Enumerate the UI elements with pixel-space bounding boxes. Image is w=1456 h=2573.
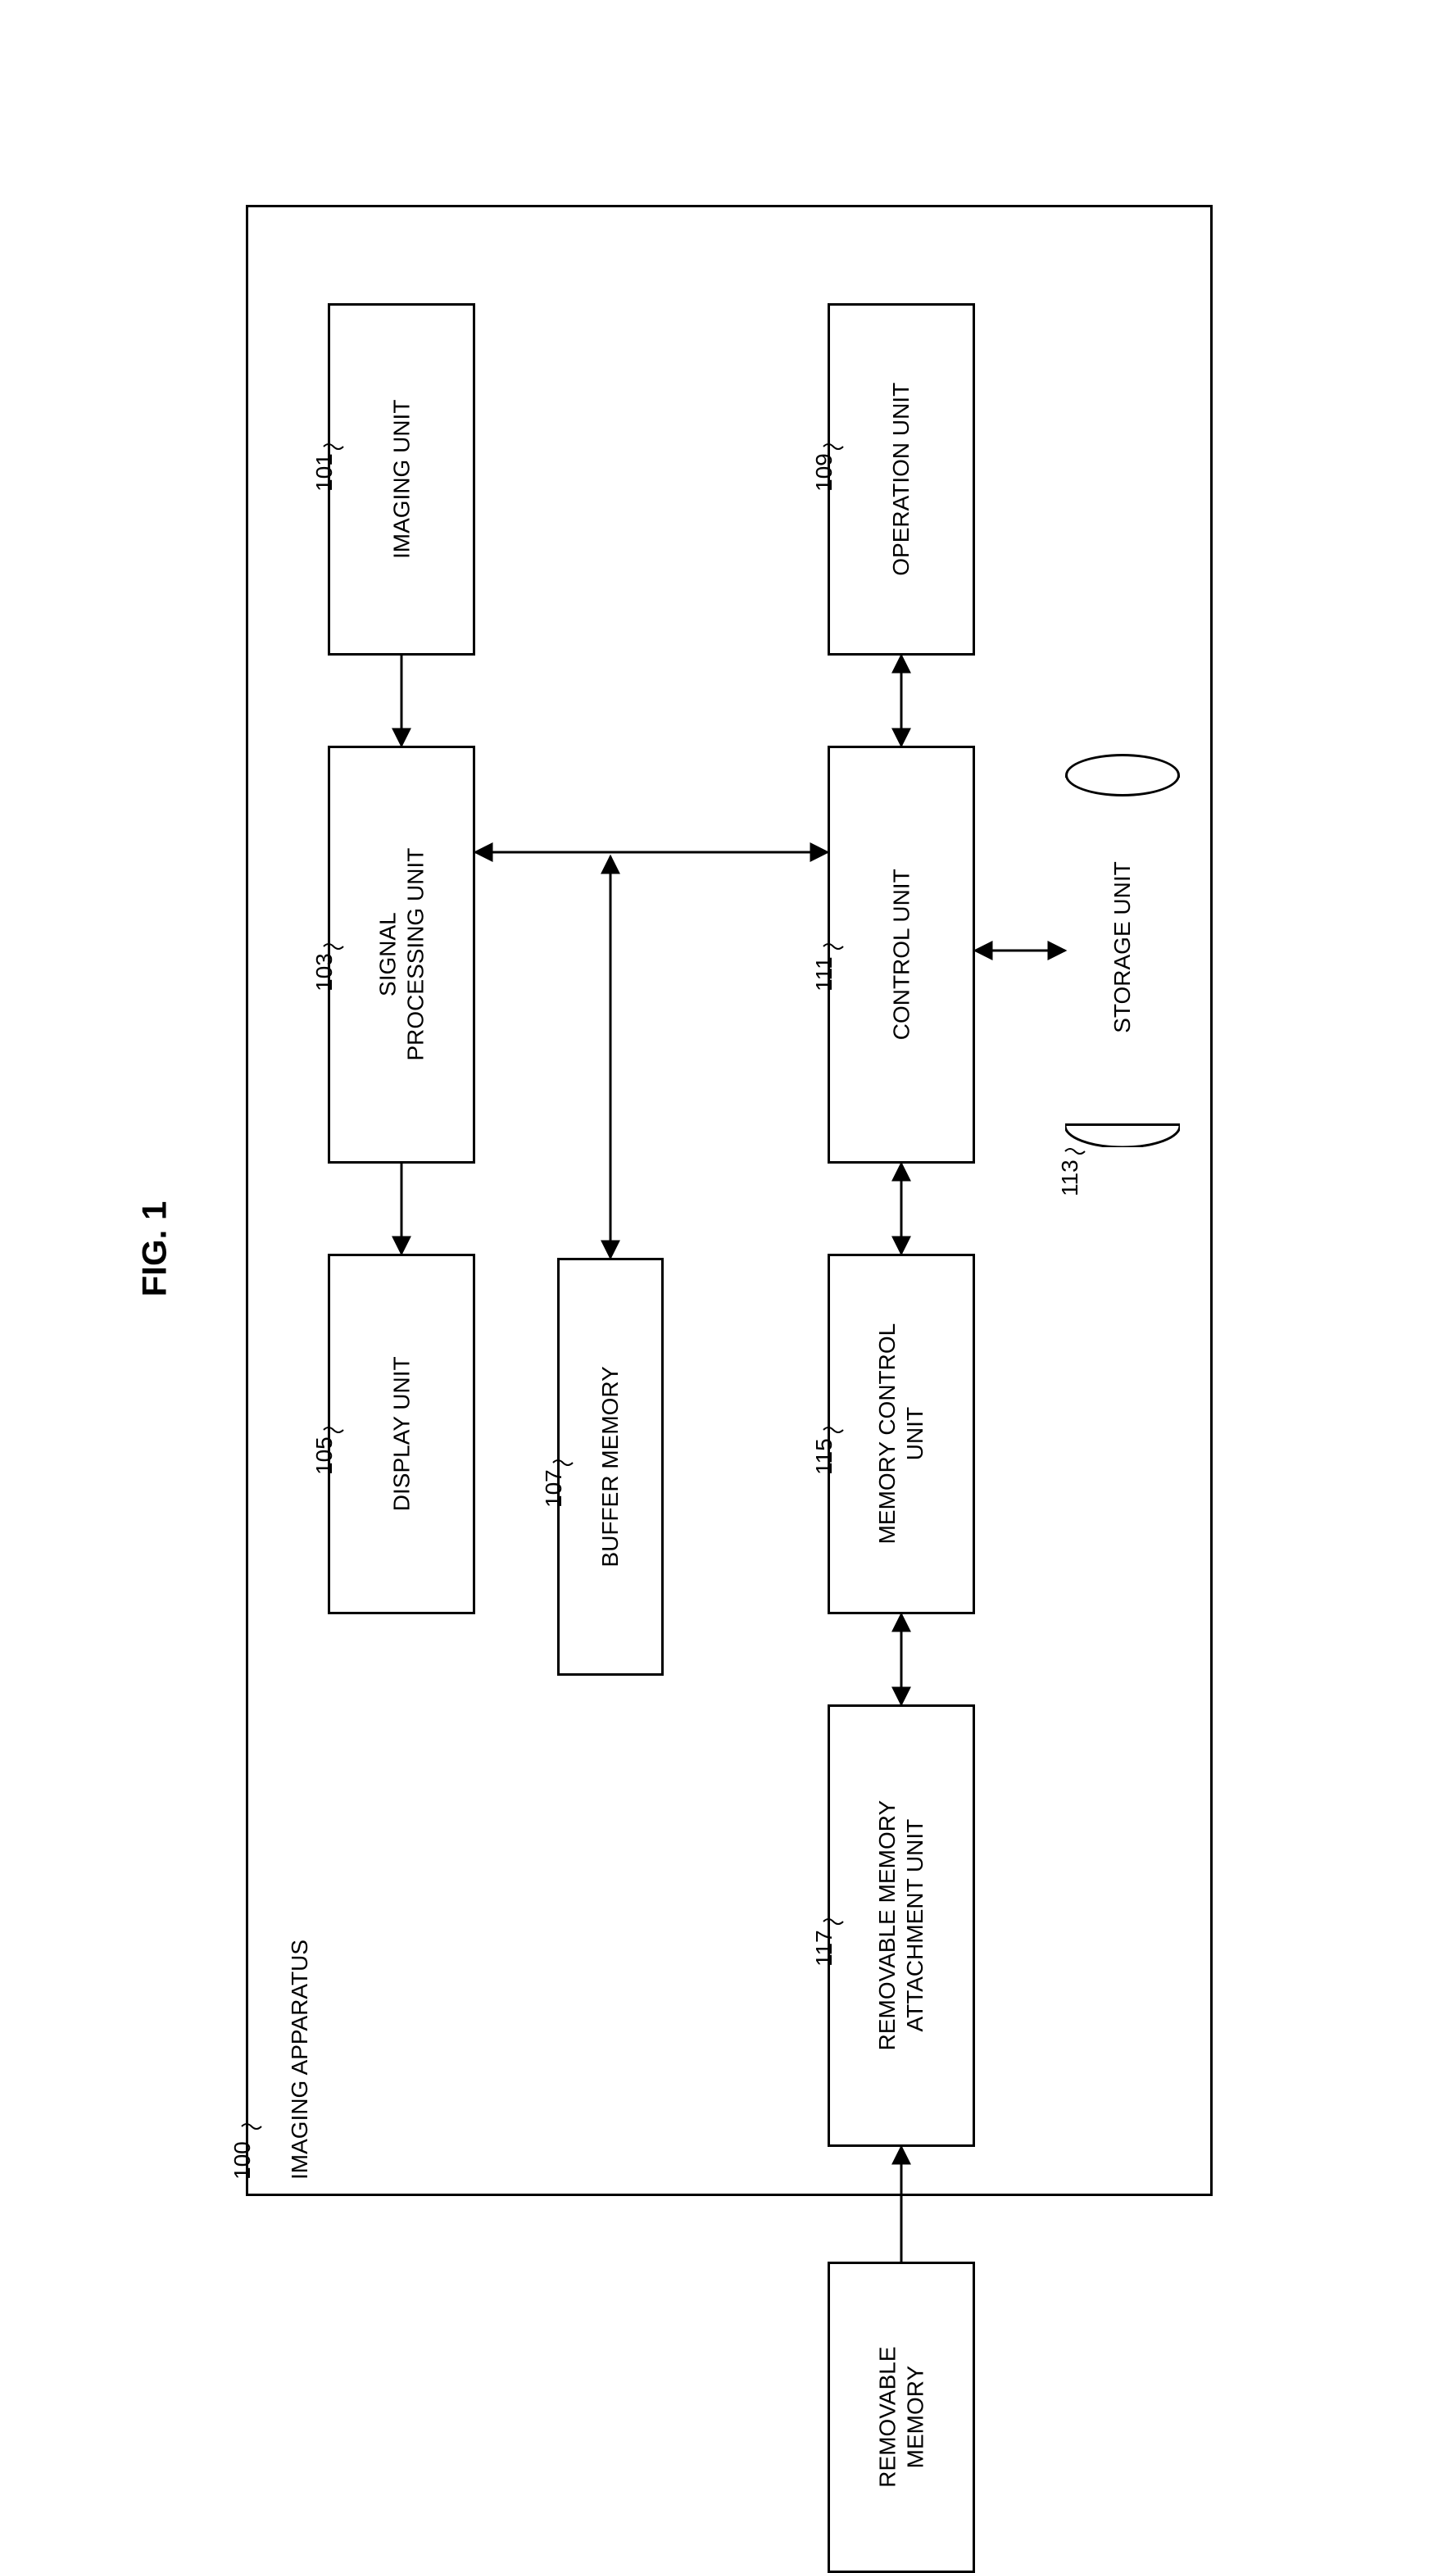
ref-105: 105 [311, 1436, 337, 1475]
operation-unit-label: OPERATION UNIT [887, 383, 915, 576]
operation-unit-ref: 109 [811, 453, 837, 492]
control-unit-label: CONTROL UNIT [887, 869, 915, 1041]
imaging-apparatus-ref: 100 [229, 2141, 256, 2180]
ref-117: 117 [811, 1930, 837, 1967]
ref-101: 101 [311, 453, 337, 492]
storage-unit-cylinder: STORAGE UNIT [1065, 754, 1180, 1147]
memory-control-unit-block: MEMORY CONTROLUNIT [828, 1254, 975, 1614]
control-unit-block: CONTROL UNIT [828, 746, 975, 1164]
display-unit-ref: 105 [311, 1436, 338, 1475]
ref-115: 115 [811, 1438, 837, 1475]
memory-ctrl-label: MEMORY CONTROLUNIT [873, 1323, 928, 1545]
signal-proc-ref: 103 [311, 953, 338, 992]
buffer-memory-label: BUFFER MEMORY [596, 1366, 624, 1567]
imaging-unit-ref: 101 [311, 453, 338, 492]
removable-memory-attachment-unit-block: REMOVABLE MEMORYATTACHMENT UNIT [828, 1704, 975, 2147]
buffer-memory-ref: 107 [541, 1469, 567, 1508]
buffer-memory-block: BUFFER MEMORY [557, 1258, 664, 1676]
removable-memory-label: REMOVABLEMEMORY [873, 2347, 928, 2488]
ref-113: 113 [1057, 1159, 1082, 1196]
ref-100: 100 [229, 2141, 255, 2180]
figure-title: FIG. 1 [134, 1201, 174, 1297]
signal-proc-label: SIGNALPROCESSING UNIT [374, 848, 429, 1061]
ref-111: 111 [811, 956, 837, 992]
imaging-unit-block: IMAGING UNIT [328, 303, 475, 656]
ref-109: 109 [811, 453, 837, 492]
display-unit-label: DISPLAY UNIT [388, 1357, 415, 1512]
storage-unit-ref: 113 [1057, 1159, 1083, 1196]
container-label-text: IMAGING APPARATUS [287, 1940, 312, 2180]
storage-unit-label: STORAGE UNIT [1109, 841, 1136, 1054]
ref-103: 103 [311, 953, 337, 992]
rem-attach-label: REMOVABLE MEMORYATTACHMENT UNIT [873, 1800, 928, 2050]
imaging-apparatus-label: IMAGING APPARATUS [287, 1940, 313, 2180]
figure-title-text: FIG. 1 [134, 1201, 173, 1297]
display-unit-block: DISPLAY UNIT [328, 1254, 475, 1614]
operation-unit-block: OPERATION UNIT [828, 303, 975, 656]
diagram-canvas: FIG. 1 IMAGING APPARATUS 100 IMAGING UNI… [33, 33, 1423, 2491]
memory-ctrl-ref: 115 [811, 1438, 837, 1475]
control-unit-ref: 111 [811, 956, 837, 992]
imaging-unit-label: IMAGING UNIT [388, 400, 415, 559]
rem-attach-ref: 117 [811, 1930, 837, 1967]
removable-memory-block: REMOVABLEMEMORY [828, 2262, 975, 2573]
signal-processing-unit-block: SIGNALPROCESSING UNIT [328, 746, 475, 1164]
ref-107: 107 [541, 1469, 566, 1508]
